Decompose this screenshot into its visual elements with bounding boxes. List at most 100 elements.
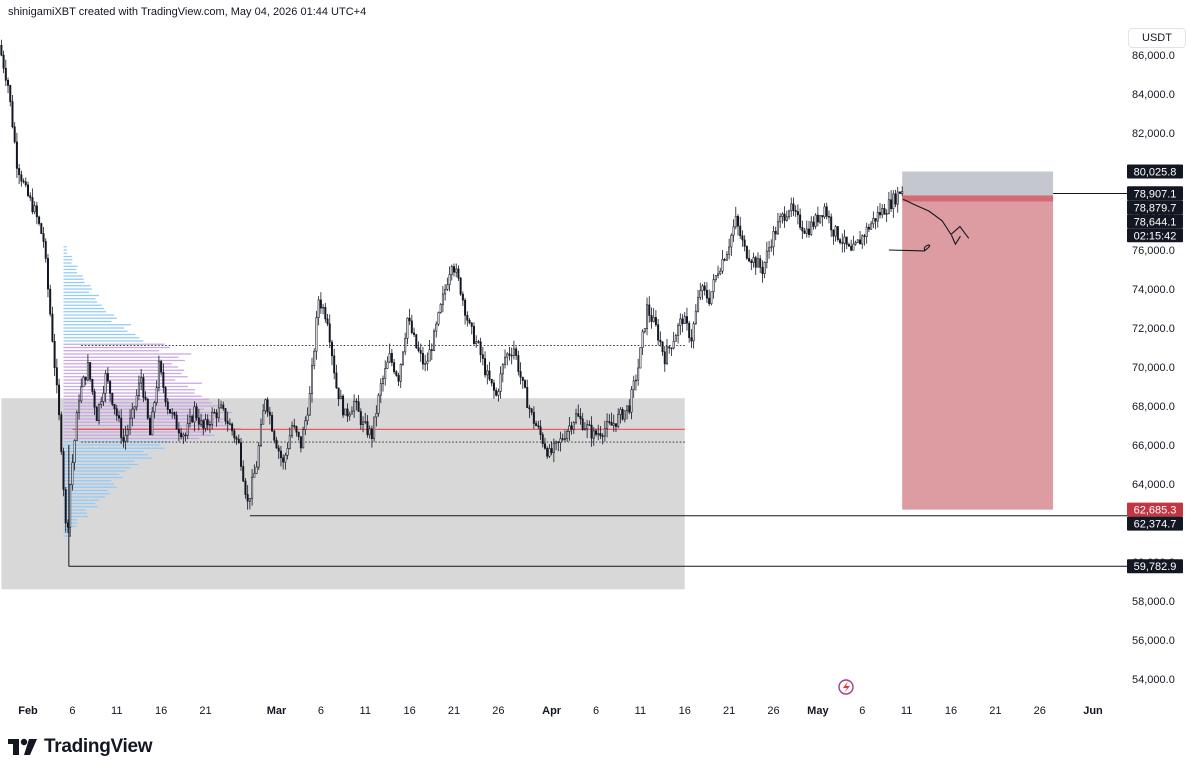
svg-text:62,374.7: 62,374.7 (1134, 519, 1177, 531)
candle-body (863, 235, 866, 237)
candle-body (519, 371, 522, 378)
candle-body (255, 466, 258, 474)
candle-body (719, 270, 722, 275)
price-tick-label: 58,000.0 (1132, 596, 1175, 608)
candle-body (233, 430, 236, 439)
candle-body (388, 353, 391, 363)
candle-body (64, 489, 67, 524)
candle-body (730, 234, 733, 248)
short-target-zone[interactable] (902, 198, 1054, 510)
candle-body (887, 199, 890, 214)
candle-body (375, 413, 378, 418)
time-tick-label: 11 (111, 705, 122, 717)
candle-body (335, 372, 338, 389)
candle-body (599, 433, 602, 437)
candle-body (213, 412, 216, 414)
candle-body (293, 425, 296, 427)
candle-body (444, 289, 447, 295)
projection-path[interactable] (902, 198, 970, 239)
candle-body (91, 378, 94, 392)
candle-body (517, 355, 520, 372)
candle-body (632, 380, 635, 391)
range-box-layer (1, 398, 685, 590)
price-tick-label: 86,000.0 (1132, 50, 1175, 62)
candle-body (322, 306, 325, 309)
candle-body (317, 299, 320, 318)
candle-body (572, 422, 575, 430)
candle-body (390, 353, 393, 363)
candle-body (543, 443, 546, 449)
candle-body (191, 416, 194, 423)
time-tick-label: 21 (723, 705, 735, 717)
candle-body (62, 451, 65, 490)
candle-body (788, 210, 791, 218)
flash-icon[interactable] (838, 679, 854, 695)
candle-body (790, 203, 793, 212)
candle-body (437, 312, 440, 325)
candle-body (559, 438, 562, 443)
candle-body (404, 338, 407, 353)
candle-body (535, 423, 538, 426)
candle-body (115, 408, 118, 416)
candle-body (785, 216, 788, 221)
currency-button[interactable]: USDT (1128, 28, 1186, 48)
candle-body (186, 423, 189, 436)
candle-body (475, 341, 478, 344)
candle-body (552, 442, 555, 453)
candle-body (830, 216, 833, 231)
candle-body (42, 233, 45, 242)
candle-body (264, 399, 267, 412)
candle-body (69, 484, 72, 528)
candle-body (297, 431, 300, 437)
candle-body (459, 277, 462, 295)
price-axis-label: 62,685.3 (1127, 502, 1183, 517)
candle-body (2, 54, 5, 69)
time-tick-label: 21 (448, 705, 460, 717)
candle-body (31, 197, 34, 213)
candle-body (424, 363, 427, 365)
candle-body (82, 376, 85, 388)
candle-body (433, 330, 436, 351)
candle-body (856, 239, 859, 243)
candle-body (162, 371, 165, 388)
candle-body (26, 184, 29, 197)
candle-body (9, 85, 12, 102)
candle-body (810, 221, 813, 235)
candle-body (841, 242, 844, 244)
candle-body (33, 205, 36, 213)
candle-body (430, 349, 433, 351)
candle-body (24, 181, 27, 186)
candle-body (315, 317, 318, 352)
candle-body (523, 380, 526, 388)
candle-body (659, 339, 662, 343)
candle-body (801, 227, 804, 232)
time-tick-label: 26 (767, 705, 779, 717)
candle-body (342, 395, 345, 416)
price-axis-label: 80,025.8 (1127, 164, 1183, 179)
candle-body (603, 428, 606, 437)
price-tick-label: 84,000.0 (1132, 89, 1175, 101)
candle-body (472, 326, 475, 344)
candle-body (499, 373, 502, 392)
candle-body (373, 416, 376, 439)
candle-body (754, 257, 757, 268)
candle-body (728, 246, 731, 255)
candle-body (872, 218, 875, 225)
candle-body (242, 466, 245, 482)
candle-body (124, 435, 127, 442)
candle-body (135, 395, 138, 408)
drawings-layer (888, 198, 970, 252)
candle-body (504, 356, 507, 365)
price-axis-label: 78,879.7 (1127, 200, 1183, 215)
candle-body (843, 236, 846, 244)
candle-body (113, 404, 116, 409)
chart-caption: shinigamiXBT created with TradingView.co… (8, 6, 367, 18)
candle-body (570, 425, 573, 430)
short-stop-zone[interactable] (902, 171, 1054, 199)
candle-body (350, 410, 353, 415)
svg-text:78,907.1: 78,907.1 (1134, 188, 1177, 200)
candle-body (441, 293, 444, 305)
candle-body (306, 414, 309, 421)
annotation-curve[interactable] (888, 244, 931, 252)
